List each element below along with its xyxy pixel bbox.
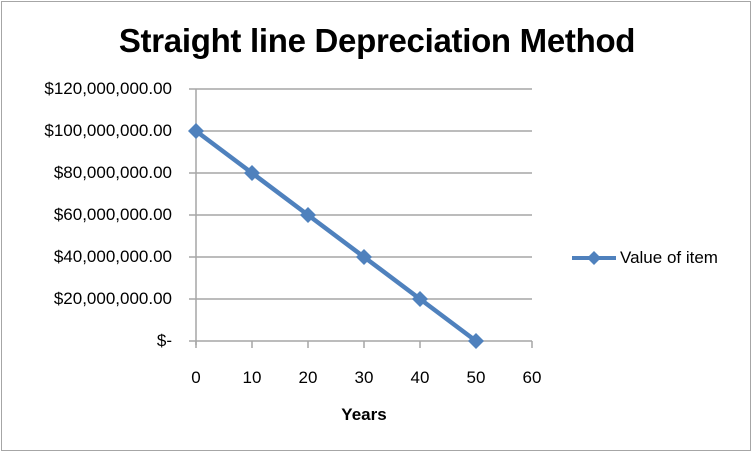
diamond-marker	[468, 333, 484, 349]
x-tick-label: 40	[410, 368, 430, 387]
x-tick-label: 30	[354, 368, 374, 387]
data-markers	[188, 123, 484, 349]
legend-line-diamond-icon	[572, 251, 616, 265]
x-tick-label: 60	[522, 368, 542, 387]
y-tick-label: $100,000,000.00	[44, 121, 172, 140]
series-line-value-of-item	[194, 129, 478, 343]
y-tick-label: $120,000,000.00	[44, 79, 172, 98]
diamond-marker	[244, 165, 260, 181]
legend-label: Value of item	[620, 248, 718, 267]
y-tick-label: $80,000,000.00	[53, 163, 172, 182]
diamond-marker	[300, 207, 316, 223]
y-tick-label: $-	[156, 331, 172, 350]
x-tick-label: 0	[191, 368, 201, 387]
axes	[189, 89, 533, 348]
x-tick-label: 20	[298, 368, 318, 387]
diamond-marker	[356, 249, 372, 265]
chart-title: Straight line Depreciation Method	[118, 22, 636, 59]
y-tick-label: $40,000,000.00	[53, 247, 172, 266]
x-tick-label: 10	[242, 368, 262, 387]
y-tick-label: $20,000,000.00	[53, 289, 172, 308]
x-axis-title: Years	[341, 405, 387, 424]
diamond-marker	[412, 291, 428, 307]
gridlines	[189, 88, 532, 300]
legend: Value of item	[572, 248, 718, 268]
y-tick-label: $60,000,000.00	[53, 205, 172, 224]
diamond-marker	[188, 123, 204, 139]
x-tick-label: 50	[466, 368, 486, 387]
